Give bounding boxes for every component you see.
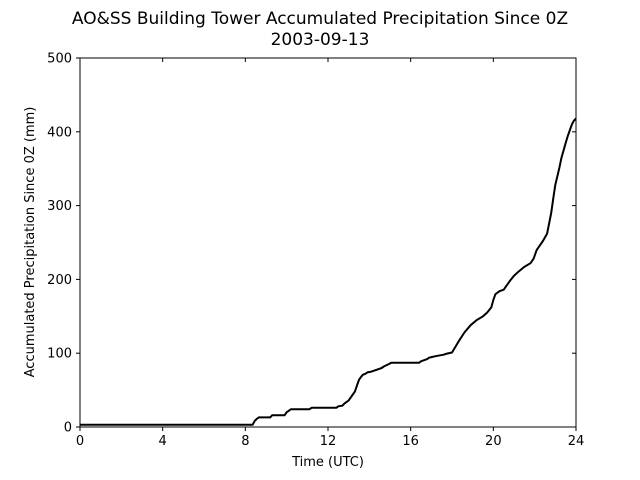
y-axis-label: Accumulated Precipitation Since 0Z (mm) bbox=[23, 107, 38, 378]
precipitation-series-line bbox=[80, 117, 577, 426]
x-tick-label: 20 bbox=[485, 434, 502, 449]
x-axis-label: Time (UTC) bbox=[291, 455, 364, 470]
y-tick-label: 200 bbox=[47, 273, 72, 288]
y-tick-label: 500 bbox=[47, 52, 72, 67]
y-tick-label: 300 bbox=[47, 199, 72, 214]
x-axis: 0 4 8 12 16 20 24 bbox=[76, 58, 584, 449]
y-tick-label: 100 bbox=[47, 347, 72, 362]
x-tick-label: 24 bbox=[568, 434, 585, 449]
chart-subtitle: 2003-09-13 bbox=[271, 30, 370, 50]
y-axis: 0 100 200 300 400 500 bbox=[47, 52, 576, 436]
y-tick-label: 0 bbox=[64, 421, 72, 436]
y-tick-label: 400 bbox=[47, 125, 72, 140]
plot-area-frame bbox=[79, 57, 577, 428]
x-tick-label: 0 bbox=[76, 434, 84, 449]
chart-title: AO&SS Building Tower Accumulated Precipi… bbox=[72, 9, 568, 29]
x-tick-label: 4 bbox=[159, 434, 167, 449]
x-tick-label: 12 bbox=[320, 434, 337, 449]
x-tick-label: 16 bbox=[402, 434, 419, 449]
x-tick-label: 8 bbox=[241, 434, 249, 449]
